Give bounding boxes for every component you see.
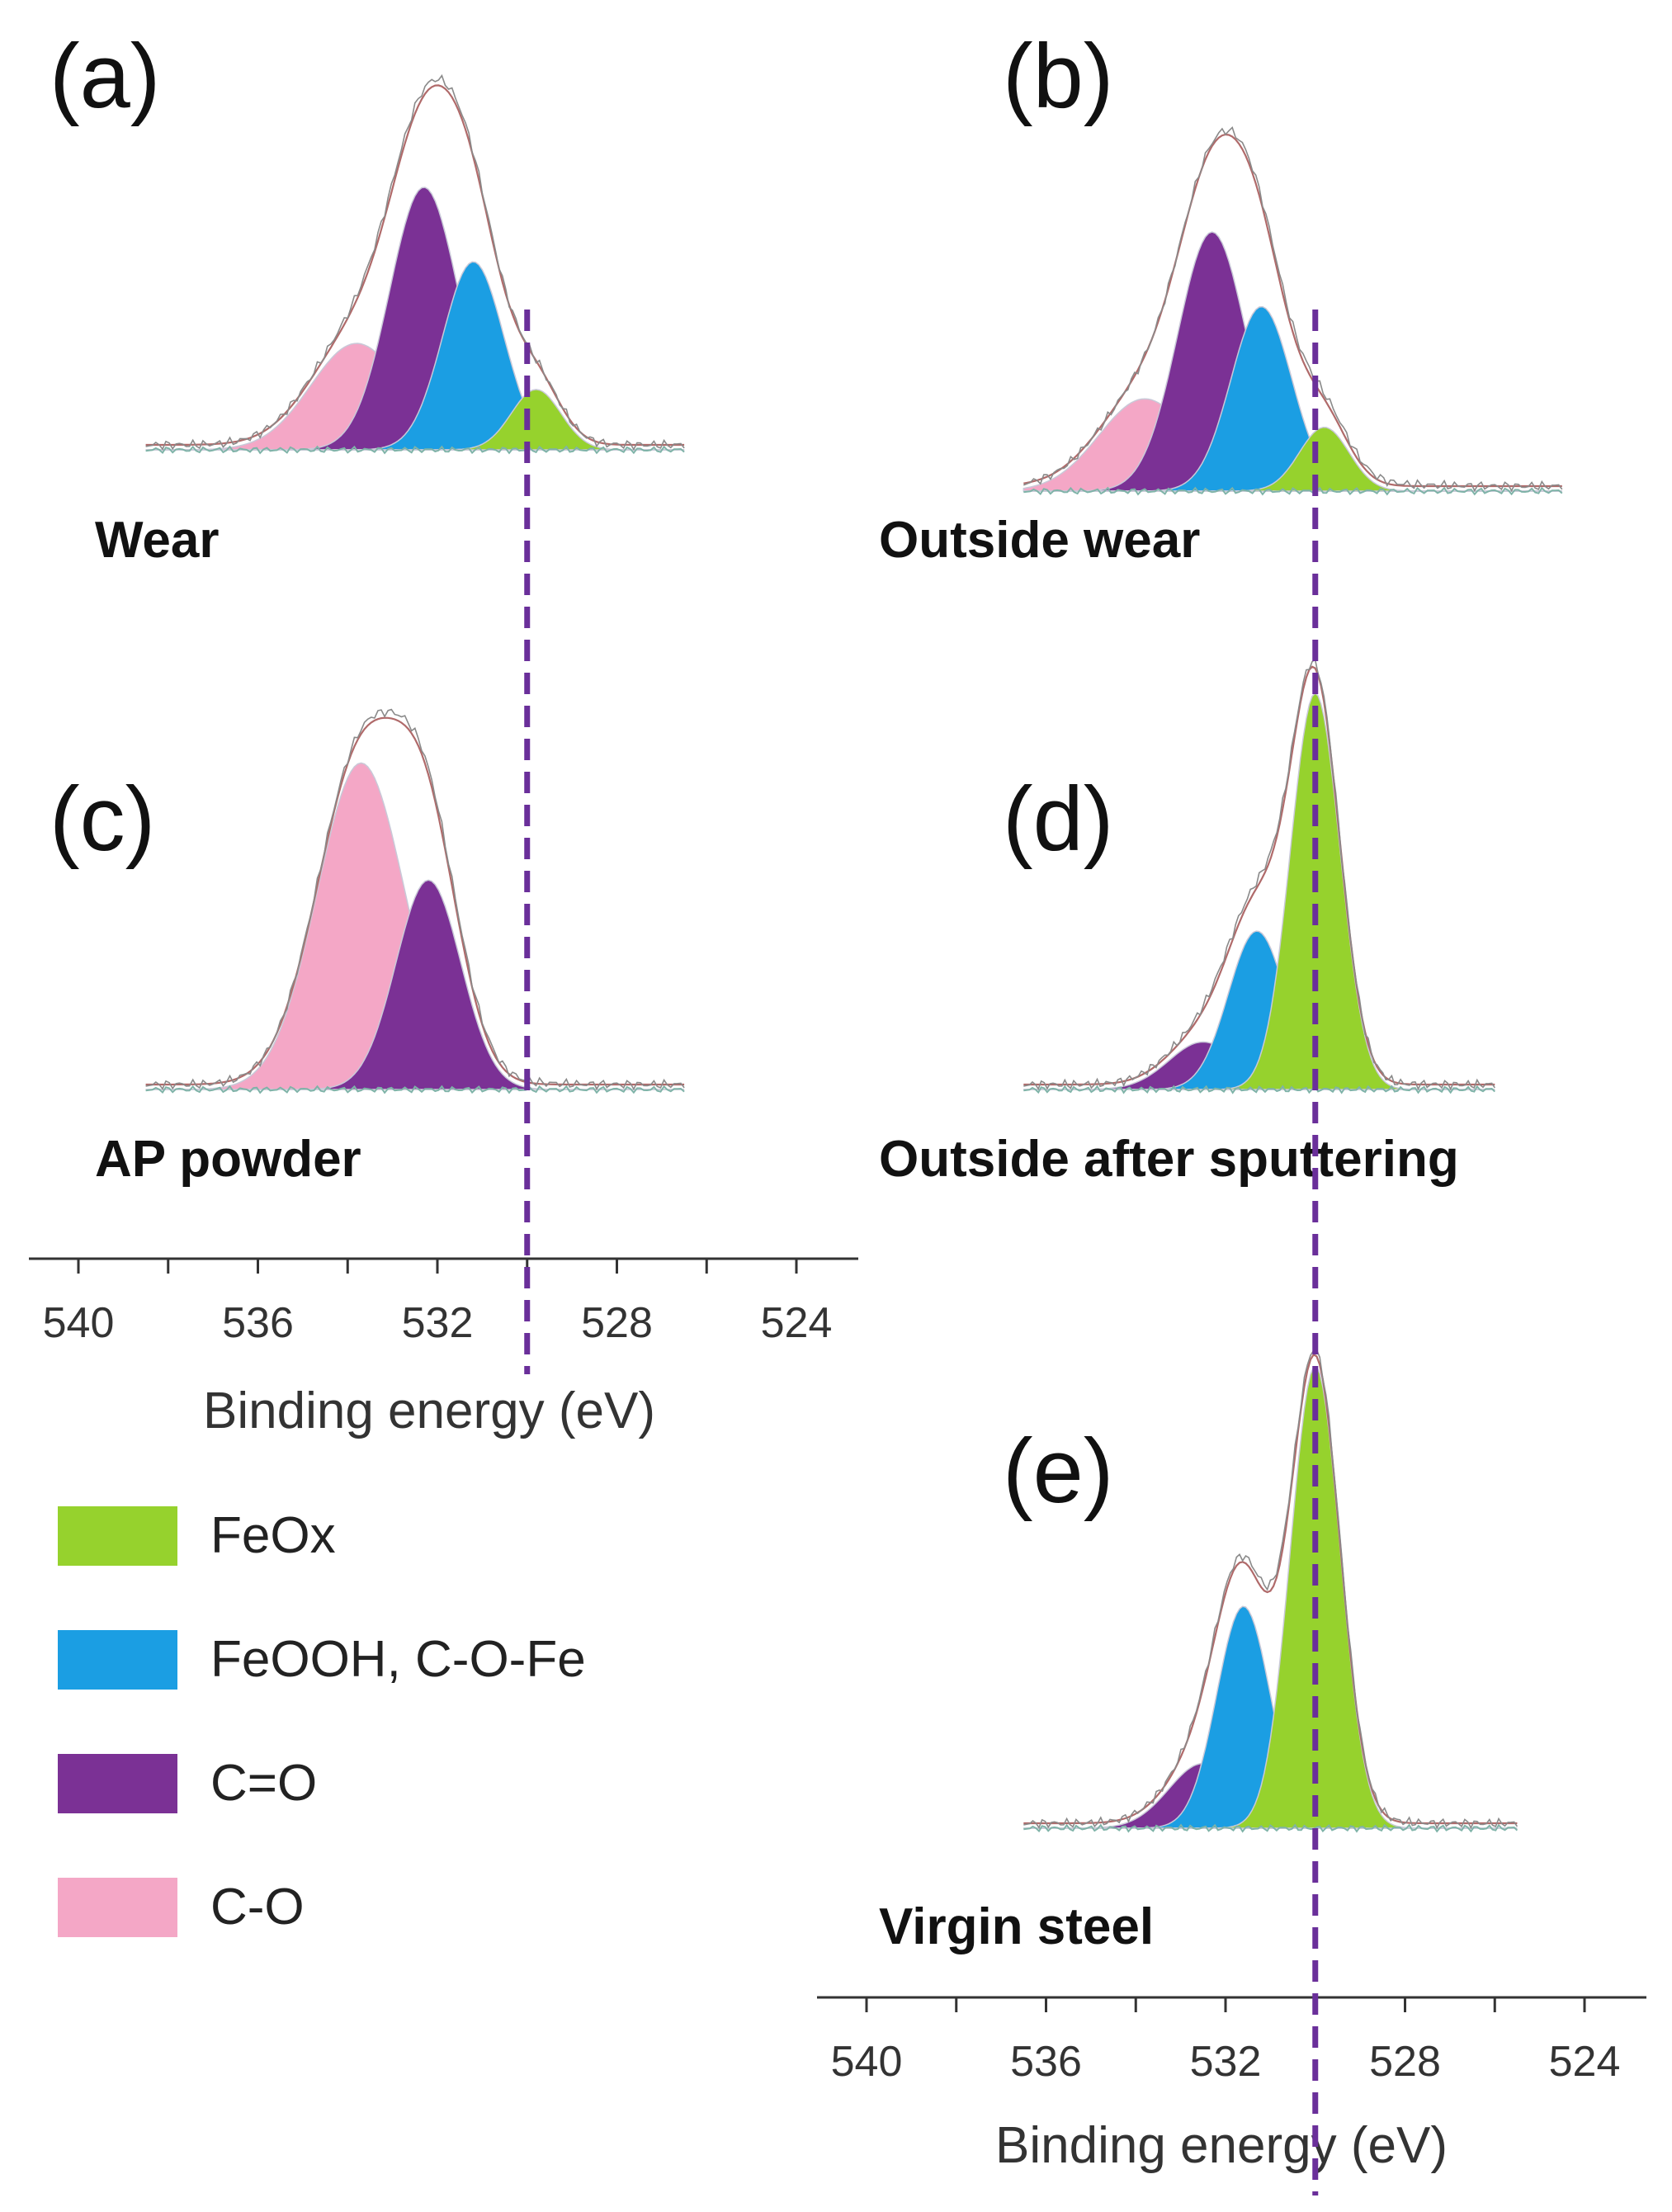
baseline-b <box>1023 486 1563 496</box>
legend-swatch-co-double <box>58 1754 177 1813</box>
legend-swatch-feox <box>58 1506 177 1566</box>
panel-label-c: (c) <box>50 768 155 870</box>
sample-name-b: Outside wear <box>879 512 1200 569</box>
panel-b: (b) Outside wear <box>879 26 1563 569</box>
reference-line-layer <box>524 310 1319 2195</box>
sample-name-e: Virgin steel <box>879 1898 1154 1955</box>
tick-label-left-528: 528 <box>581 1299 653 1347</box>
envelope-measured-a <box>145 73 685 451</box>
baseline-c <box>145 1085 685 1094</box>
tick-label-right-528: 528 <box>1369 2038 1441 2086</box>
panel-d: (d) Outside after sputtering <box>879 658 1496 1188</box>
legend-label-feooh: FeOOH, C-O-Fe <box>210 1631 586 1688</box>
axis-title-right: Binding energy (eV) <box>995 2117 1448 2174</box>
sample-name-d: Outside after sputtering <box>879 1131 1459 1188</box>
tick-label-left-524: 524 <box>761 1299 833 1347</box>
panel-e: (e) Virgin steel <box>879 1349 1518 1955</box>
panel-label-e: (e) <box>1003 1420 1113 1522</box>
tick-label-left-536: 536 <box>222 1299 294 1347</box>
legend-label-co-double: C=O <box>210 1755 318 1812</box>
sample-name-c: AP powder <box>95 1131 361 1188</box>
tick-label-left-540: 540 <box>43 1299 115 1347</box>
envelope-measured-e <box>1023 1349 1518 1830</box>
legend-label-co-single: C-O <box>210 1879 305 1936</box>
envelope-measured-b <box>1023 126 1563 493</box>
axis-title-left: Binding energy (eV) <box>203 1382 655 1439</box>
baseline-e <box>1023 1823 1518 1833</box>
sample-name-a: Wear <box>95 512 220 569</box>
legend-label-feox: FeOx <box>210 1507 336 1564</box>
panel-c: (c) AP powder <box>50 708 685 1188</box>
tick-label-right-536: 536 <box>1010 2038 1082 2086</box>
peak-b-feox <box>1023 426 1562 492</box>
panel-label-d: (d) <box>1003 768 1113 870</box>
spectra-panels: (a) Wear (b) Outside wear (c) AP powder (d) Out… <box>50 26 1563 1955</box>
tick-label-left-532: 532 <box>402 1299 474 1347</box>
axis-right: 540 536 532 528 524 Binding energy (eV) <box>817 1996 1646 2174</box>
panel-a: (a) Wear <box>50 26 685 569</box>
envelope-measured-c <box>145 708 685 1091</box>
peak-a-co-double <box>145 187 685 451</box>
legend-swatch-feooh <box>58 1630 177 1690</box>
peak-a-feox <box>145 389 685 451</box>
legend-swatch-co-single <box>58 1878 177 1937</box>
baseline-a <box>145 445 685 455</box>
panel-label-b: (b) <box>1003 26 1113 127</box>
axis-left: 540 536 532 528 524 Binding energy (eV) <box>29 1257 858 1439</box>
baseline-d <box>1023 1085 1496 1094</box>
tick-label-right-540: 540 <box>831 2038 903 2086</box>
peak-e-feox <box>1023 1366 1518 1829</box>
tick-label-right-532: 532 <box>1190 2038 1262 2086</box>
envelope-measured-d <box>1023 658 1495 1091</box>
peak-c-co-double <box>145 879 685 1090</box>
tick-label-right-524: 524 <box>1549 2038 1621 2086</box>
energy-axes: 540 536 532 528 524 Binding energy (eV) 540 536… <box>29 1257 1646 2174</box>
panel-label-a: (a) <box>50 26 160 127</box>
